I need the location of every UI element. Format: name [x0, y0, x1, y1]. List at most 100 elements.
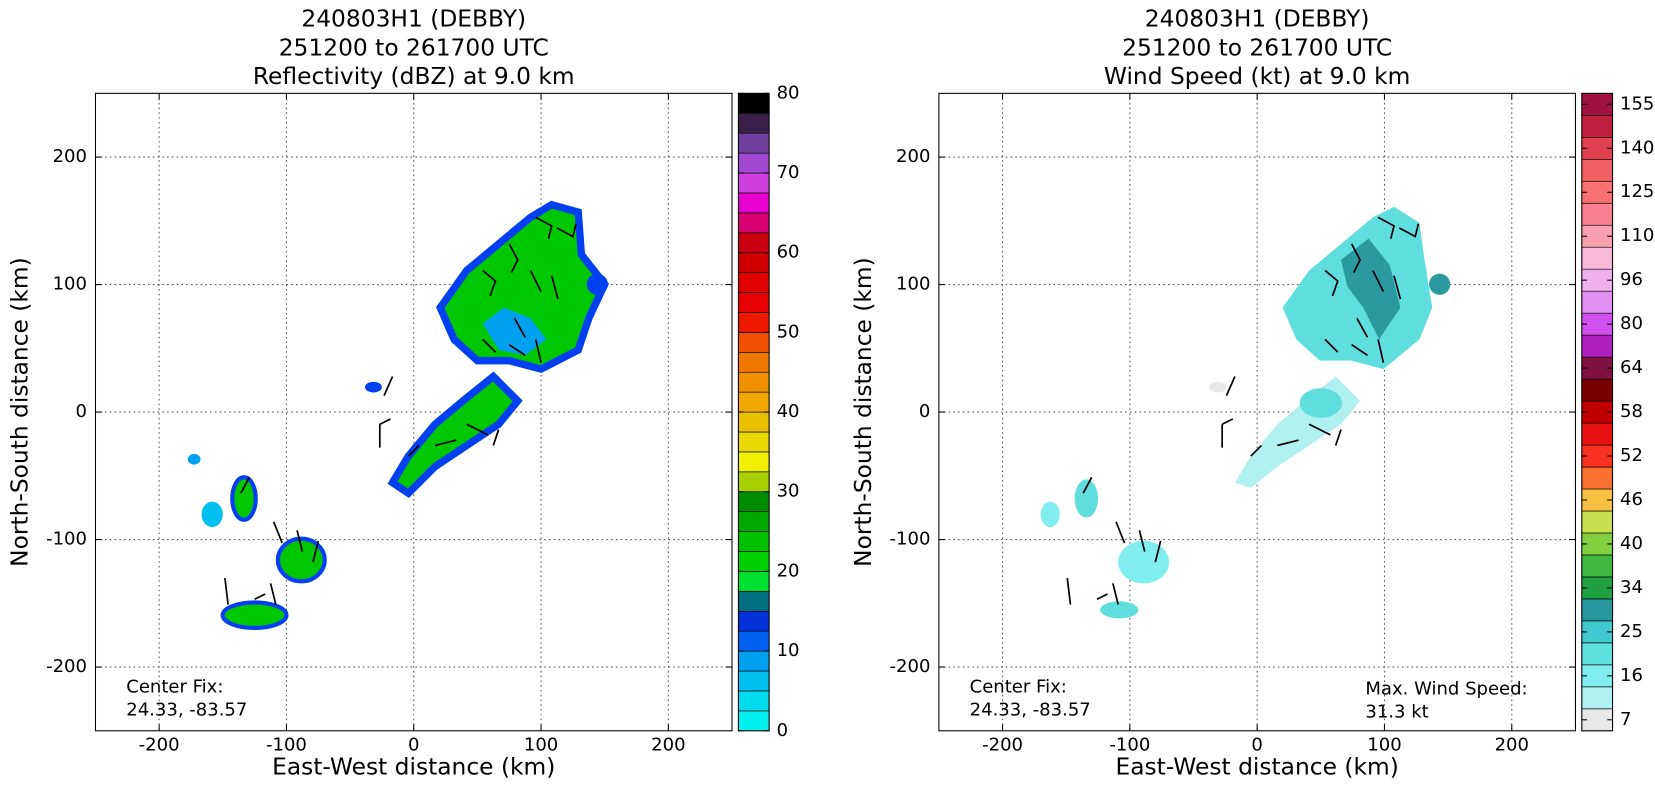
colorbar-tick-label: 10 — [777, 640, 800, 661]
y-tick-label: 200 — [896, 146, 930, 167]
center-fix: 24.33, -83.57 — [126, 700, 247, 721]
colorbar-segment — [738, 610, 770, 632]
colorbar-segment — [738, 690, 770, 712]
x-tick-label: 0 — [408, 735, 419, 756]
echo — [230, 475, 258, 522]
colorbar-segment — [738, 431, 770, 453]
wind-barbs — [224, 216, 1420, 605]
colorbar-tick-label: 80 — [1620, 313, 1643, 334]
x-tick-label: -100 — [266, 735, 307, 756]
colorbar-segment — [1581, 598, 1613, 622]
echo — [1209, 381, 1227, 393]
echo — [1100, 601, 1139, 619]
chart-title: 251200 to 261700 UTC — [279, 33, 549, 61]
colorbar-tick-label: 70 — [777, 162, 800, 183]
colorbar-segment — [738, 172, 770, 194]
echo — [1429, 273, 1451, 295]
y-tick-label: -200 — [46, 656, 87, 677]
colorbar-segment — [738, 591, 770, 612]
y-tick-label: 0 — [76, 401, 87, 422]
x-axis-label: East-West distance (km) — [272, 752, 555, 780]
colorbar-segment — [1581, 642, 1613, 666]
echo — [387, 371, 523, 498]
y-tick-label: -100 — [890, 529, 931, 550]
colorbar-tick-label: 25 — [1620, 621, 1643, 642]
reflectivity-field — [187, 200, 610, 631]
colorbar-segment — [1581, 114, 1613, 138]
y-axis-label: North-South distance (km) — [6, 257, 34, 567]
x-axis-label: East-West distance (km) — [1116, 752, 1399, 780]
colorbar-segment — [1581, 422, 1613, 446]
colorbar-segment — [738, 272, 770, 293]
center-fix: Center Fix: — [126, 676, 223, 697]
colorbar-segment — [738, 292, 770, 313]
colorbar-tick-label: 58 — [1620, 401, 1643, 422]
x-tick-label: -100 — [1109, 735, 1150, 756]
echo — [1340, 238, 1401, 340]
colorbar-tick-label: 30 — [777, 481, 800, 502]
colorbar-tick-label: 0 — [777, 720, 788, 741]
y-tick-label: 200 — [53, 146, 87, 167]
echo — [482, 307, 547, 356]
colorbar-segment — [738, 551, 770, 572]
center-fix: 24.33, -83.57 — [970, 700, 1091, 721]
barb — [224, 216, 577, 605]
max-wind: 31.3 kt — [1365, 702, 1428, 723]
colorbar-tick-label: 16 — [1620, 665, 1643, 686]
colorbar-tick-label: 110 — [1620, 225, 1654, 246]
echo — [275, 536, 327, 584]
colorbar-segment — [738, 351, 770, 373]
max-wind: Max. Wind Speed: — [1365, 678, 1527, 699]
colorbar-tick-label: 40 — [1620, 533, 1643, 554]
x-tick-label: -200 — [982, 735, 1023, 756]
colorbar-tick-label: 34 — [1620, 577, 1643, 598]
x-tick-label: 0 — [1251, 735, 1262, 756]
colorbar-segment — [1581, 510, 1613, 534]
colorbar-tick-label: 40 — [777, 401, 800, 422]
echo — [187, 453, 201, 465]
colorbar-segment — [738, 650, 770, 672]
colorbar-segment — [738, 670, 770, 692]
echo — [1299, 388, 1343, 418]
chart-title: Reflectivity (dBZ) at 9.0 km — [253, 62, 575, 90]
colorbar-segment — [738, 212, 770, 234]
colorbar-segment — [738, 571, 770, 592]
colorbar-tick-label: 155 — [1620, 93, 1654, 114]
colorbar-segment — [738, 312, 770, 333]
y-tick-label: 100 — [896, 274, 930, 295]
colorbar-segment — [738, 451, 770, 473]
colorbar-segment — [738, 391, 770, 413]
colorbar-tick-label: 7 — [1620, 709, 1631, 730]
colorbar-tick-label: 46 — [1620, 489, 1643, 510]
y-tick-label: -200 — [890, 656, 931, 677]
y-axis-label: North-South distance (km) — [849, 257, 877, 567]
echo — [1234, 376, 1361, 488]
colorbar-tick-label: 96 — [1620, 269, 1643, 290]
colorbar-segment — [738, 531, 770, 552]
colorbar-segment — [738, 491, 770, 512]
colorbar-segment — [1581, 378, 1613, 402]
chart-title: Wind Speed (kt) at 9.0 km — [1104, 62, 1411, 90]
echo — [1040, 501, 1060, 528]
colorbar-tick-label: 64 — [1620, 357, 1643, 378]
chart-title: 240803H1 (DEBBY) — [1145, 5, 1370, 33]
colorbar-tick-label: 140 — [1620, 137, 1654, 158]
colorbar-segment — [1581, 466, 1613, 490]
colorbar-tick-label: 52 — [1620, 445, 1643, 466]
colorbar-segment — [1581, 554, 1613, 578]
x-tick-label: -200 — [139, 735, 180, 756]
wind-speed-field — [1040, 206, 1451, 619]
echo — [220, 600, 289, 631]
chart-title: 251200 to 261700 UTC — [1122, 33, 1392, 61]
colorbar-segment — [738, 411, 770, 433]
echo — [586, 273, 608, 295]
x-tick-label: 100 — [524, 735, 558, 756]
colorbar-tick-label: 60 — [777, 242, 800, 263]
x-tick-label: 200 — [1495, 735, 1529, 756]
y-tick-label: 100 — [53, 274, 87, 295]
colorbar-segment — [738, 630, 770, 652]
colorbar-segment — [738, 252, 770, 273]
colorbar-segment — [1581, 158, 1613, 182]
